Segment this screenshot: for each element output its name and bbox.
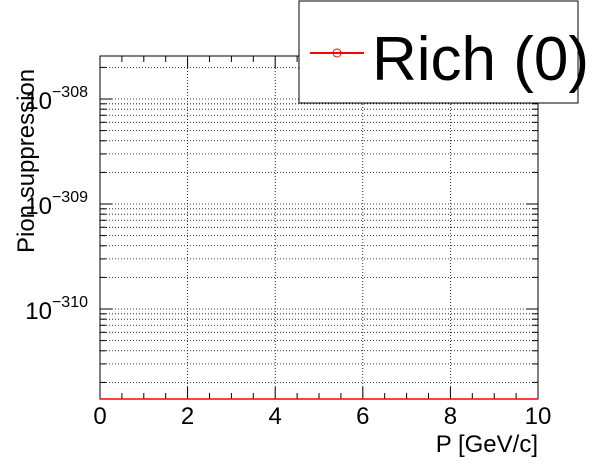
x-tick-label: 4 [269, 403, 282, 430]
x-tick-label: 2 [181, 403, 194, 430]
grid [100, 56, 538, 399]
legend-entry-label: Rich (0) [372, 25, 589, 94]
y-tick-label: 10−308 [25, 84, 88, 115]
legend: Rich (0) [298, 0, 589, 104]
x-tick-labels: 0 2 4 6 8 10 [93, 403, 551, 430]
x-tick-label: 6 [356, 403, 369, 430]
y-tick-label: 10−309 [25, 189, 88, 220]
x-tick-label: 10 [525, 403, 552, 430]
legend-circle-marker [332, 48, 342, 58]
x-tick-label: 0 [93, 403, 106, 430]
x-tick-label: 8 [444, 403, 457, 430]
x-axis-label: P [GeV/c] [436, 431, 538, 458]
y-axis-label: Pion suppression [13, 69, 40, 253]
y-tick-label: 10−310 [25, 294, 88, 325]
y-tick-labels: 10−308 10−309 10−310 [25, 84, 88, 325]
